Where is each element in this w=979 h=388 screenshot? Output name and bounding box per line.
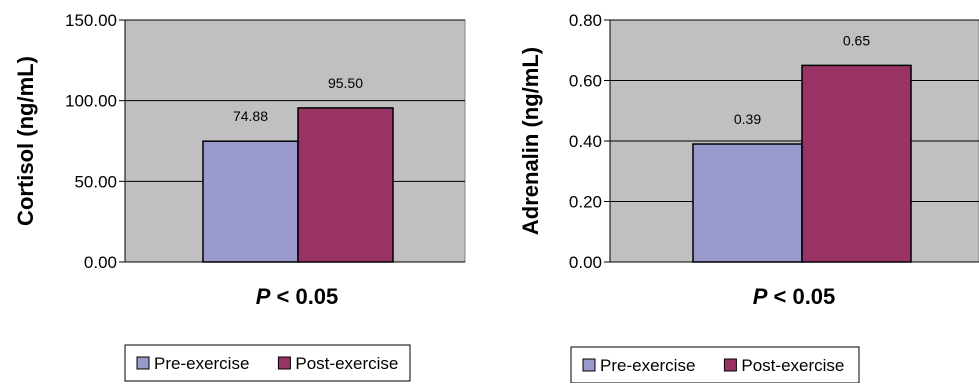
legend: Pre-exercise Post-exercise (570, 346, 860, 384)
x-axis-label-rest: < 0.05 (767, 284, 835, 309)
y-axis-label: Cortisol (ng/mL) (13, 56, 38, 226)
x-axis-label-italic: P (256, 284, 271, 309)
legend: Pre-exercise Post-exercise (124, 344, 411, 382)
legend-box (124, 344, 411, 382)
legend-label: Post-exercise (741, 356, 844, 375)
data-label: 0.65 (843, 32, 870, 48)
x-axis-label-italic: P (753, 284, 768, 309)
bar-pre-exercise (202, 140, 299, 263)
legend-swatch-pre-exercise (582, 358, 596, 372)
legend-label: Pre-exercise (154, 354, 249, 373)
legend-box (570, 346, 860, 384)
legend-label: Pre-exercise (600, 356, 695, 375)
y-tick-label: 0.80 (569, 11, 602, 30)
chart-2: 0.00 0.20 0.40 0.60 0.80 0.39 0.65 Adrenalin (n… (518, 11, 979, 384)
y-tick-label: 0.00 (569, 253, 602, 272)
legend-swatch-post-exercise (723, 358, 737, 372)
data-label: 74.88 (233, 108, 268, 124)
x-axis-label: P < 0.05 (256, 284, 339, 309)
y-tick-label: 50.00 (74, 172, 117, 191)
y-tick-label: 100.00 (65, 92, 117, 111)
legend-swatch-pre-exercise (136, 356, 150, 370)
y-tick-label: 0.40 (569, 132, 602, 151)
chart-1: 0.00 50.00 100.00 150.00 74.88 95.50 Cortisol … (13, 11, 466, 382)
bar-post-exercise (297, 107, 394, 263)
data-label: 95.50 (328, 75, 363, 91)
bar-post-exercise (801, 64, 912, 263)
y-axis-label: Adrenalin (ng/mL) (518, 47, 543, 235)
y-tick-label: 0.00 (84, 253, 117, 272)
x-axis-label-rest: < 0.05 (270, 284, 338, 309)
y-tick-label: 150.00 (65, 11, 117, 30)
y-tick-label: 0.60 (569, 72, 602, 91)
bar-pre-exercise (692, 143, 803, 263)
legend-label: Post-exercise (295, 354, 398, 373)
data-label: 0.39 (734, 111, 761, 127)
legend-swatch-post-exercise (277, 356, 291, 370)
x-axis-label: P < 0.05 (753, 284, 836, 309)
y-tick-label: 0.20 (569, 193, 602, 212)
